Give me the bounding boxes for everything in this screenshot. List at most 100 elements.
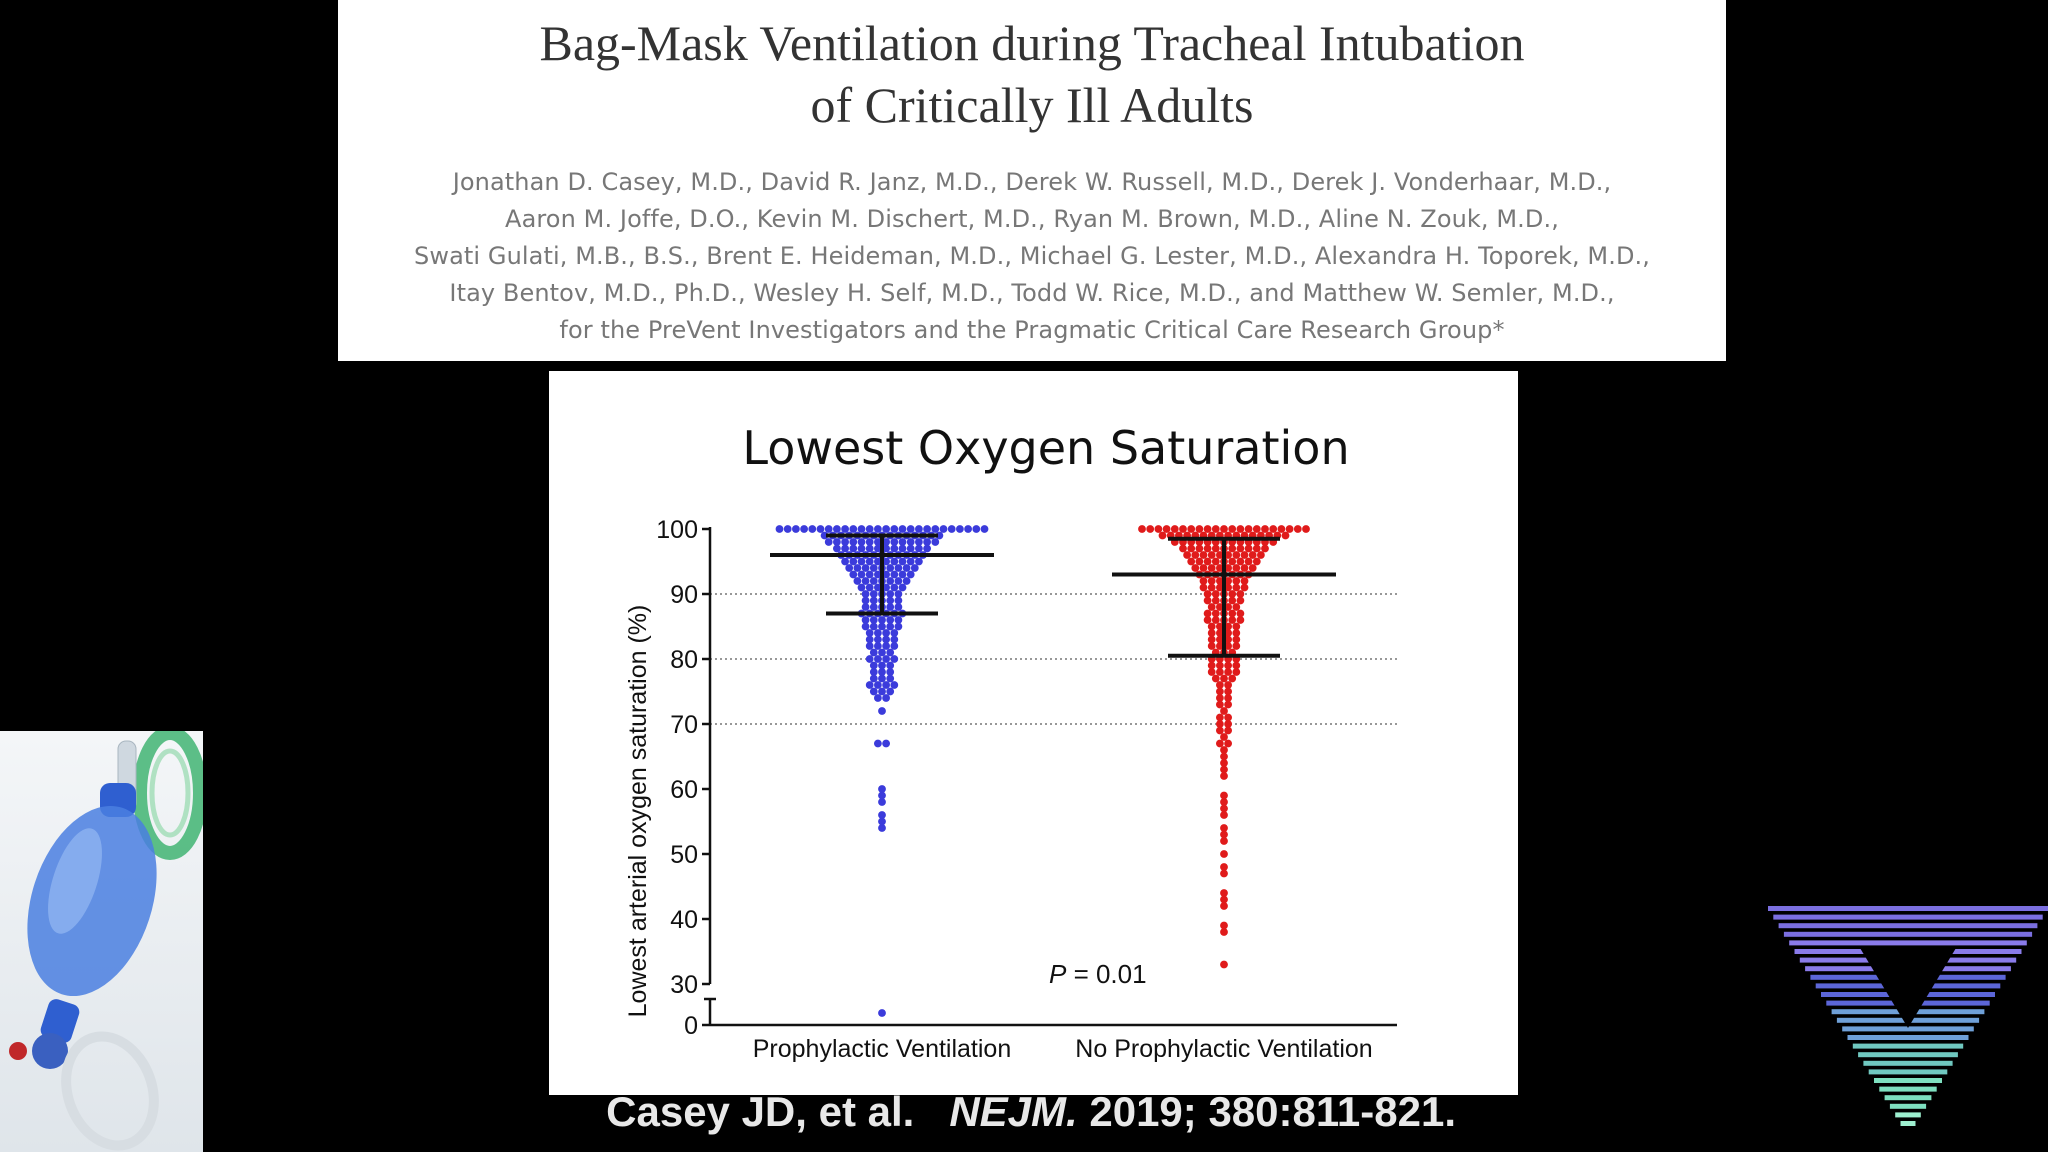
x-tick-label: No Prophylactic Ventilation bbox=[1075, 1035, 1372, 1063]
data-point bbox=[1224, 661, 1232, 670]
data-point bbox=[833, 538, 841, 546]
data-point bbox=[882, 642, 890, 650]
data-point bbox=[1228, 525, 1237, 533]
data-point bbox=[1236, 557, 1245, 566]
data-point bbox=[824, 538, 833, 546]
data-point bbox=[886, 674, 895, 683]
data-point bbox=[869, 616, 878, 624]
data-point bbox=[1232, 583, 1241, 592]
data-point bbox=[878, 622, 886, 631]
data-point bbox=[1195, 525, 1204, 533]
data-point bbox=[1170, 525, 1179, 533]
data-point bbox=[878, 785, 886, 793]
data-point bbox=[1224, 603, 1232, 611]
data-point bbox=[833, 525, 841, 533]
data-point bbox=[898, 570, 907, 579]
data-point bbox=[890, 583, 899, 592]
data-point bbox=[882, 681, 890, 689]
data-point bbox=[1248, 551, 1257, 559]
data-point bbox=[1211, 544, 1220, 553]
data-point bbox=[869, 668, 878, 676]
data-point bbox=[1232, 629, 1241, 637]
data-point bbox=[1216, 603, 1224, 611]
data-point bbox=[833, 544, 841, 553]
data-point bbox=[1224, 629, 1232, 637]
logo-stripe bbox=[1868, 1069, 1948, 1075]
data-point bbox=[1228, 590, 1237, 598]
data-point bbox=[865, 642, 874, 650]
data-point bbox=[857, 538, 866, 546]
author-line-2: Aaron M. Joffe, D.O., Kevin M. Dischert,… bbox=[505, 205, 1559, 233]
data-point bbox=[1191, 551, 1200, 559]
data-point bbox=[1220, 804, 1228, 813]
data-point bbox=[1220, 889, 1228, 897]
data-point bbox=[1220, 850, 1228, 858]
data-point bbox=[910, 564, 919, 572]
data-point bbox=[1293, 525, 1302, 533]
data-point bbox=[865, 570, 874, 579]
data-point bbox=[1216, 700, 1224, 709]
data-point bbox=[816, 525, 825, 533]
data-point bbox=[857, 557, 866, 566]
y-tick-label: 80 bbox=[670, 646, 698, 674]
bag-valve-mask-icon bbox=[9, 731, 203, 1151]
data-point bbox=[878, 791, 886, 800]
data-point bbox=[1228, 609, 1237, 618]
y-tick-label: 100 bbox=[656, 516, 698, 544]
data-point bbox=[886, 564, 895, 572]
data-point bbox=[1207, 551, 1216, 559]
data-point bbox=[1207, 583, 1216, 592]
data-point bbox=[1203, 557, 1212, 566]
data-point bbox=[1216, 668, 1224, 676]
data-point bbox=[1228, 596, 1237, 605]
data-point bbox=[874, 570, 882, 579]
axes: 0 30 40 50 60 70 80 90 100 bbox=[656, 516, 1397, 1040]
logo-stripe bbox=[1852, 1043, 1964, 1049]
data-point bbox=[1236, 596, 1245, 605]
data-point bbox=[849, 557, 858, 566]
data-point bbox=[861, 564, 870, 572]
bag-valve-mask-image bbox=[0, 731, 203, 1152]
data-point bbox=[808, 525, 817, 533]
data-points bbox=[775, 525, 1310, 1017]
data-point bbox=[1138, 525, 1146, 533]
data-point bbox=[878, 798, 886, 806]
data-point bbox=[1203, 525, 1212, 533]
author-list: Jonathan D. Casey, M.D., David R. Janz, … bbox=[338, 164, 1726, 349]
data-point bbox=[1216, 564, 1224, 572]
data-point bbox=[1240, 551, 1249, 559]
data-point bbox=[898, 538, 907, 546]
data-point bbox=[882, 557, 890, 566]
y-tick-label: 50 bbox=[670, 841, 698, 869]
data-point bbox=[886, 622, 895, 631]
data-point bbox=[1232, 622, 1241, 631]
oxygen-saturation-chart: Lowest Oxygen Saturation Lowest arterial… bbox=[624, 421, 1397, 1063]
data-point bbox=[906, 557, 915, 566]
data-point bbox=[861, 622, 870, 631]
p-value-annotation: P = 0.01 bbox=[1049, 959, 1147, 989]
data-point bbox=[882, 583, 890, 592]
data-point bbox=[1195, 544, 1204, 553]
data-point bbox=[865, 544, 874, 553]
data-point bbox=[894, 616, 903, 624]
data-point bbox=[1232, 564, 1241, 572]
data-point bbox=[898, 525, 907, 533]
data-point bbox=[869, 577, 878, 585]
data-point bbox=[865, 629, 874, 637]
data-point bbox=[849, 538, 858, 546]
data-point bbox=[874, 557, 882, 566]
x-tick-labels: Prophylactic Ventilation No Prophylactic … bbox=[753, 1035, 1373, 1063]
data-point bbox=[869, 564, 878, 572]
data-point bbox=[1232, 551, 1241, 559]
data-point bbox=[1199, 577, 1208, 585]
data-point bbox=[1203, 596, 1212, 605]
data-point bbox=[890, 681, 899, 689]
data-point bbox=[894, 603, 903, 611]
data-point bbox=[861, 603, 870, 611]
data-point bbox=[964, 525, 972, 533]
data-point bbox=[1207, 564, 1216, 572]
data-point bbox=[939, 525, 948, 533]
y-axis-label: Lowest arterial oxygen saturation (%) bbox=[624, 605, 652, 1018]
data-point bbox=[1220, 960, 1228, 969]
data-point bbox=[1154, 525, 1163, 533]
